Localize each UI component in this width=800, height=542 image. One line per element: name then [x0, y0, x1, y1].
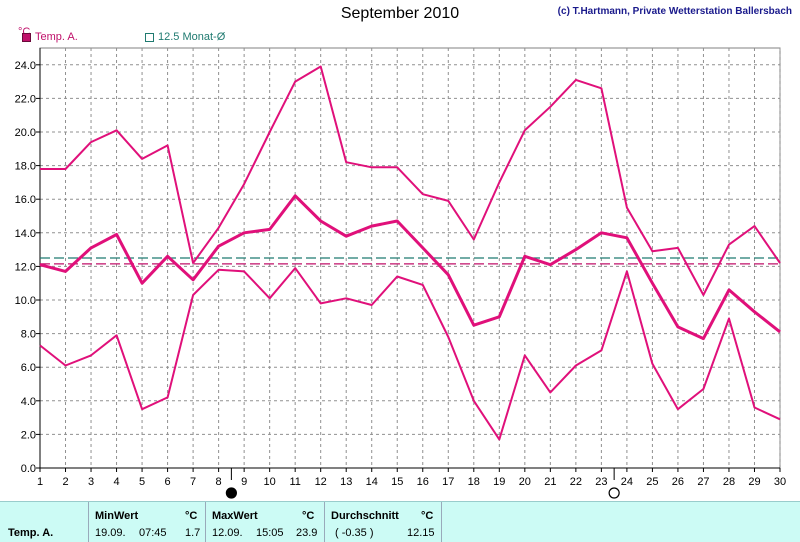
x-tick-label: 15 — [391, 476, 403, 488]
y-tick-label: 6.0 — [21, 362, 36, 374]
stats-row-label-cell: Temp. A. — [0, 502, 88, 542]
avg-unit: °C — [421, 510, 434, 522]
y-tick-label: 4.0 — [21, 396, 36, 408]
y-tick-label: 24.0 — [15, 60, 36, 72]
y-tick-label: 12.0 — [15, 261, 36, 273]
x-tick-label: 17 — [442, 476, 454, 488]
y-tick-label: 16.0 — [15, 194, 36, 206]
x-tick-label: 7 — [190, 476, 196, 488]
avg-title: Durchschnitt — [331, 510, 399, 522]
stats-row-label: Temp. A. — [8, 527, 54, 539]
x-tick-label: 29 — [748, 476, 760, 488]
legend-label-month-avg: 12.5 Monat-Ø — [158, 31, 226, 43]
min-date: 19.09. — [95, 527, 126, 539]
x-tick-label: 4 — [113, 476, 119, 488]
x-tick-label: 13 — [340, 476, 352, 488]
series-line-mean — [39, 194, 781, 341]
avg-value: 12.15 — [407, 527, 435, 539]
x-tick-label: 26 — [672, 476, 684, 488]
avg-delta: ( -0.35 ) — [335, 527, 374, 539]
new-moon-icon — [225, 487, 237, 499]
x-tick-label: 18 — [468, 476, 480, 488]
x-tick-label: 1 — [37, 476, 43, 488]
stats-avg-cell: Durchschnitt °C ( -0.35 ) 12.15 — [324, 502, 442, 542]
min-time: 07:45 — [139, 527, 167, 539]
x-tick-label: 14 — [366, 476, 378, 488]
x-tick-label: 12 — [315, 476, 327, 488]
y-tick-label: 10.0 — [15, 295, 36, 307]
max-value: 23.9 — [296, 527, 318, 539]
legend-entry-temp: Temp. A. — [22, 31, 78, 43]
x-tick-label: 20 — [519, 476, 531, 488]
x-tick-label: 27 — [697, 476, 709, 488]
y-tick-label: 14.0 — [15, 228, 36, 240]
x-tick-label: 5 — [139, 476, 145, 488]
min-value: 1.7 — [185, 527, 201, 539]
x-tick-label: 24 — [621, 476, 633, 488]
y-tick-label: 8.0 — [21, 329, 36, 341]
x-tick-label: 8 — [216, 476, 222, 488]
copyright-text: (c) T.Hartmann, Private Wetterstation Ba… — [557, 6, 792, 17]
legend-swatch-outline — [145, 32, 154, 42]
x-tick-label: 2 — [62, 476, 68, 488]
x-tick-label: 30 — [774, 476, 786, 488]
max-title: MaxWert — [212, 510, 258, 522]
stats-bar: Temp. A. MinWert °C 19.09. 07:45 1.7 Max… — [0, 501, 800, 542]
stats-max-cell: MaxWert °C 12.09. 15:05 23.9 — [205, 502, 325, 542]
x-tick-label: 11 — [289, 476, 300, 488]
x-tick-label: 3 — [88, 476, 94, 488]
y-tick-label: 0.0 — [21, 463, 36, 475]
max-time: 15:05 — [256, 527, 284, 539]
x-tick-label: 22 — [570, 476, 582, 488]
x-tick-label: 10 — [264, 476, 276, 488]
series-line-max — [40, 65, 781, 296]
min-title: MinWert — [95, 510, 139, 522]
x-tick-label: 23 — [595, 476, 607, 488]
x-tick-label: 9 — [241, 476, 247, 488]
y-tick-label: 2.0 — [21, 429, 36, 441]
chart-title: September 2010 — [340, 5, 460, 22]
x-tick-label: 16 — [417, 476, 429, 488]
y-tick-label: 22.0 — [15, 93, 36, 105]
y-tick-label: 20.0 — [15, 127, 36, 139]
max-unit: °C — [302, 510, 315, 522]
x-tick-label: 6 — [165, 476, 171, 488]
x-tick-label: 25 — [646, 476, 658, 488]
stats-min-cell: MinWert °C 19.09. 07:45 1.7 — [88, 502, 206, 542]
x-tick-label: 21 — [544, 476, 556, 488]
legend-swatch-filled — [22, 32, 31, 42]
min-unit: °C — [185, 510, 198, 522]
legend-entry-month-avg: 12.5 Monat-Ø — [145, 31, 225, 43]
full-moon-icon — [608, 487, 620, 499]
stats-empty-cell — [441, 502, 800, 542]
max-date: 12.09. — [212, 527, 243, 539]
temperature-chart: 0.0 2.0 4.0 6.0 8.0 10.0 12.0 14.0 16.0 18.0 20.0 2… — [15, 47, 786, 499]
y-tick-label: 18.0 — [15, 161, 36, 173]
x-tick-label: 28 — [723, 476, 735, 488]
legend-label-temp: Temp. A. — [35, 31, 78, 43]
series-line-min — [39, 267, 781, 441]
x-tick-label: 19 — [493, 476, 505, 488]
